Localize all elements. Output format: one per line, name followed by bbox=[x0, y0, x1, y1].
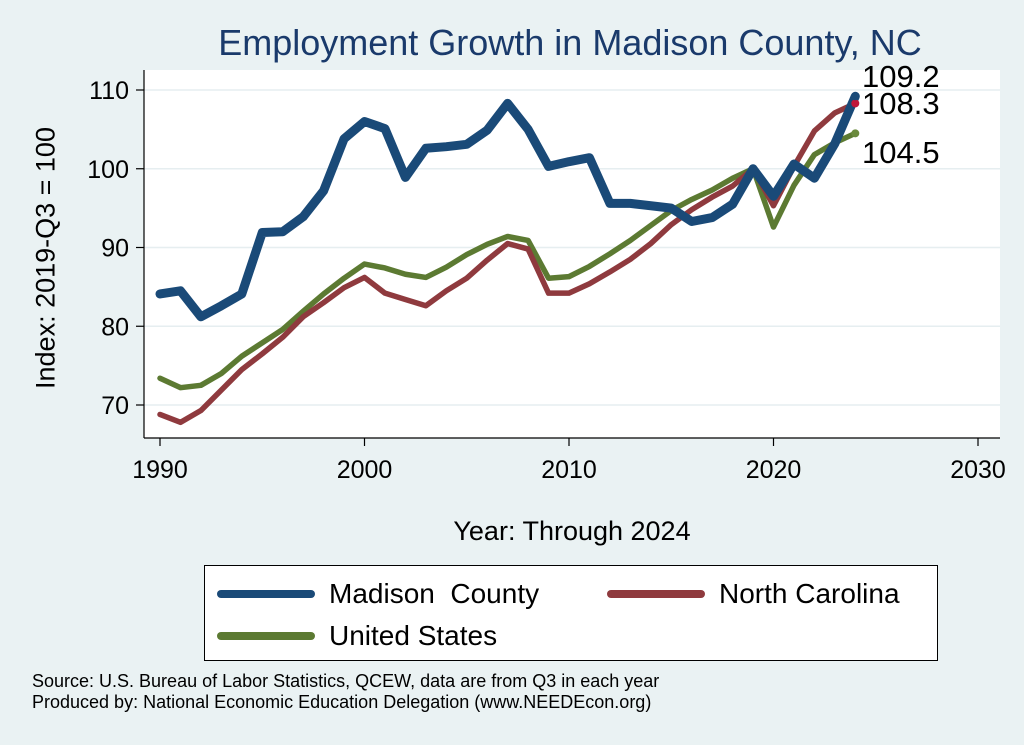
legend: Madison County North Carolina United Sta… bbox=[204, 565, 938, 661]
y-tick-label-90: 90 bbox=[101, 235, 129, 263]
legend-item-north-carolina: North Carolina bbox=[607, 578, 900, 610]
legend-item-madison: Madison County bbox=[217, 578, 539, 610]
legend-swatch-north-carolina bbox=[607, 590, 705, 598]
axes: 70 80 90 100 110 1990 2000 2010 2020 2030 bbox=[87, 70, 1006, 484]
end-marker-united-states bbox=[851, 129, 860, 138]
legend-label-madison: Madison County bbox=[329, 578, 540, 609]
y-tick-label-70: 70 bbox=[101, 392, 129, 420]
y-tick-label-110: 110 bbox=[89, 77, 129, 105]
end-label-madison-county: 109.2 bbox=[862, 59, 940, 94]
x-tick-label-2010: 2010 bbox=[541, 456, 597, 484]
legend-swatch-united-states bbox=[217, 632, 315, 640]
end-marker-madison-county bbox=[851, 92, 860, 101]
legend-swatch-madison bbox=[217, 590, 315, 598]
legend-label-united-states: United States bbox=[329, 620, 498, 651]
source-line: Source: U.S. Bureau of Labor Statistics,… bbox=[32, 671, 660, 691]
x-tick-label-1990: 1990 bbox=[132, 456, 188, 484]
producer-line: Produced by: National Economic Education… bbox=[32, 692, 652, 712]
end-marker-north-carolina bbox=[851, 99, 860, 108]
legend-label-north-carolina: North Carolina bbox=[719, 578, 900, 609]
y-tick-label-100: 100 bbox=[87, 156, 129, 184]
end-label-united-states: 104.5 bbox=[862, 135, 940, 170]
end-label-north-carolina: 108.3 bbox=[862, 86, 940, 121]
series-line-madison-county bbox=[155, 91, 860, 322]
plot-background bbox=[144, 70, 1000, 438]
series-line-north-carolina bbox=[157, 100, 859, 426]
x-tick-label-2020: 2020 bbox=[746, 456, 802, 484]
y-tick-label-80: 80 bbox=[101, 313, 129, 341]
series-lines bbox=[155, 91, 860, 426]
x-tick-label-2030: 2030 bbox=[950, 456, 1006, 484]
chart-title: Employment Growth in Madison County, NC bbox=[218, 22, 922, 63]
x-tick-label-2000: 2000 bbox=[337, 456, 393, 484]
x-axis-label: Year: Through 2024 bbox=[453, 516, 691, 546]
source-note: Source: U.S. Bureau of Labor Statistics,… bbox=[32, 671, 659, 713]
legend-item-united-states: United States bbox=[217, 620, 497, 652]
series-line-united-states bbox=[157, 130, 859, 391]
